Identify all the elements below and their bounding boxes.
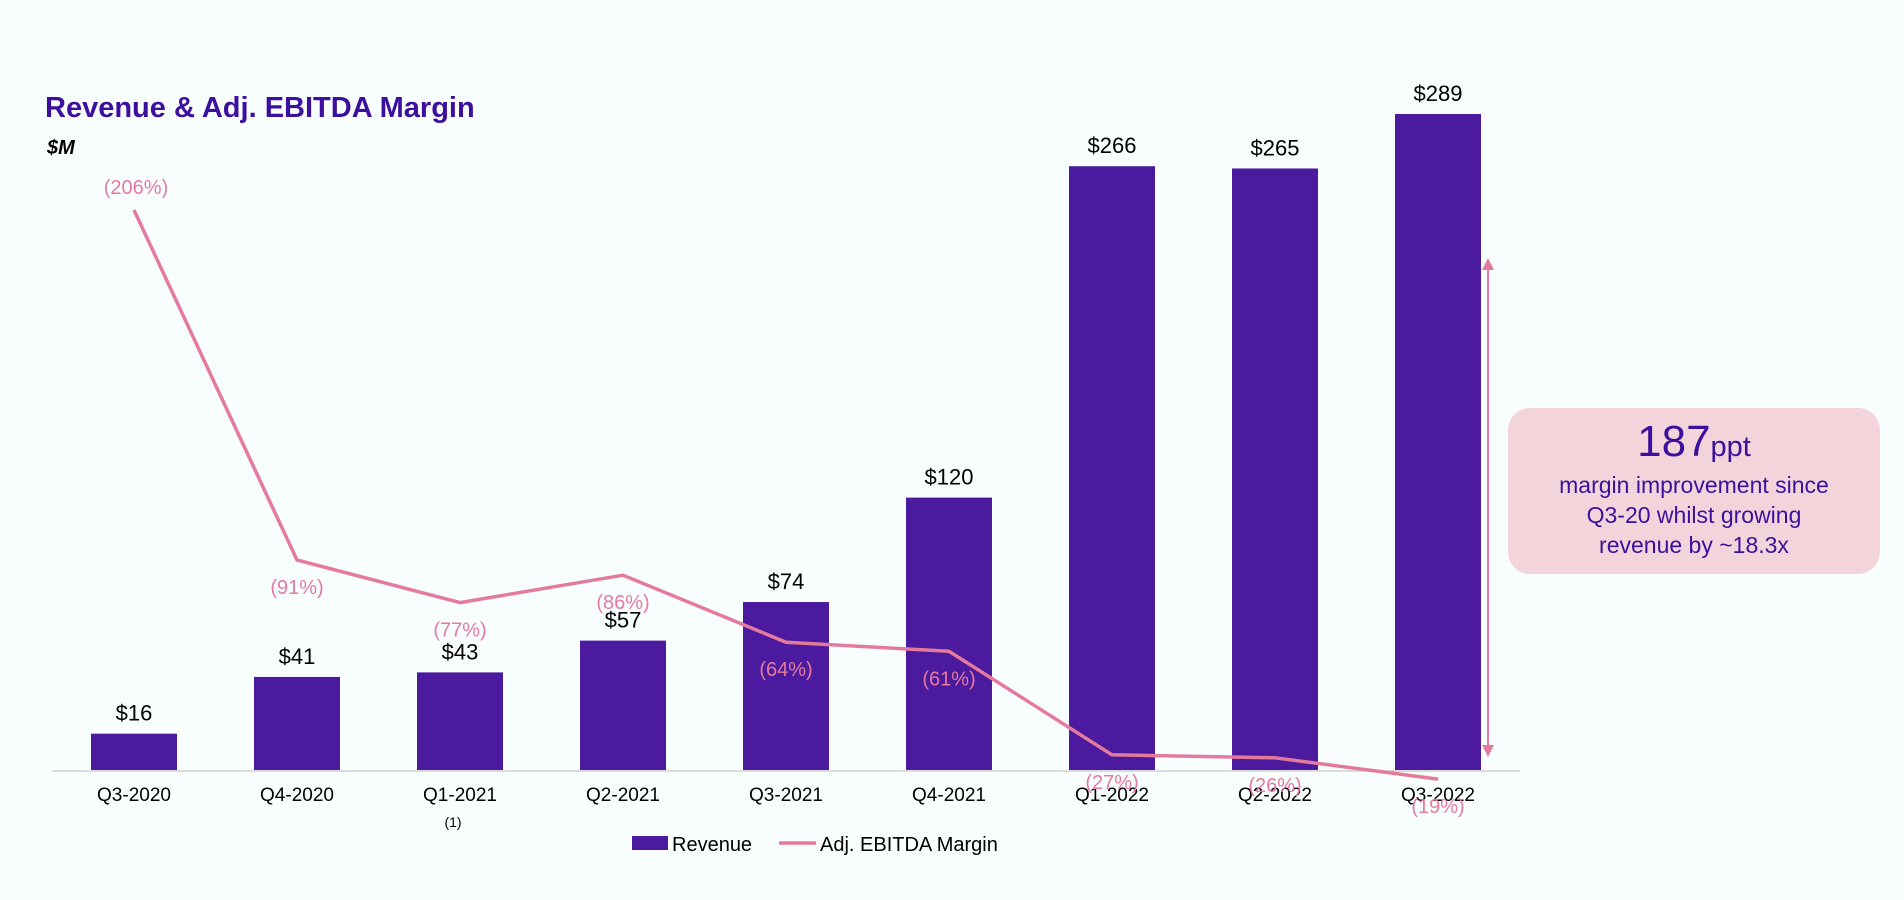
footnote-label: (1) <box>444 814 461 830</box>
revenue-label-q3-2021: $74 <box>768 569 805 594</box>
revenue-bar-q2-2022 <box>1232 168 1318 770</box>
arrow-head-bottom <box>1482 745 1494 757</box>
revenue-label-q4-2021: $120 <box>925 465 974 490</box>
x-tick-labels: Q3-2020 Q4-2020 Q1-2021 Q2-2021 Q3-2021 Q4-20… <box>97 785 1475 806</box>
revenue-bar-q4-2021 <box>906 497 992 770</box>
x-tick-q3-2021: Q3-2021 <box>749 785 823 806</box>
legend-label-revenue: Revenue <box>672 834 752 856</box>
revenue-bar-q1-2022 <box>1069 166 1155 770</box>
x-tick-q4-2020: Q4-2020 <box>260 785 334 806</box>
x-tick-q3-2020: Q3-2020 <box>97 785 171 806</box>
revenue-label-q2-2021: $57 <box>605 608 642 633</box>
revenue-label-q3-2020: $16 <box>116 701 153 726</box>
margin-label-q4-2021: (61%) <box>922 668 975 690</box>
revenue-bar-q3-2021 <box>743 602 829 770</box>
revenue-label-q4-2020: $41 <box>279 644 316 669</box>
revenue-label-q1-2022: $266 <box>1088 133 1137 158</box>
margin-label-q1-2021: (77%) <box>433 620 486 642</box>
improvement-arrow <box>1482 258 1494 757</box>
arrow-head-top <box>1482 258 1494 270</box>
revenue-label-q1-2021: $43 <box>442 639 479 664</box>
margin-label-q1-2022: (27%) <box>1085 772 1138 794</box>
revenue-bar-q3-2020 <box>91 733 177 770</box>
revenue-labels: $16 $41 $43 $57 $74 $120 $266 $265 $289 <box>116 81 1463 726</box>
revenue-bar-q3-2022 <box>1395 114 1481 770</box>
x-tick-q2-2021: Q2-2021 <box>586 785 660 806</box>
footnote-mark: (1) <box>444 814 461 830</box>
x-tick-q1-2022: Q1-2022 <box>1075 785 1149 806</box>
x-tick-q3-2022: Q3-2022 <box>1401 785 1475 806</box>
margin-line <box>132 209 1439 781</box>
callout-value: 187 <box>1637 417 1711 466</box>
revenue-label-q3-2022: $289 <box>1414 81 1463 106</box>
margin-label-q4-2020: (91%) <box>270 577 323 599</box>
margin-label-q2-2021: (86%) <box>596 592 649 614</box>
improvement-callout: 187ppt margin improvement since Q3-20 wh… <box>1508 408 1880 574</box>
callout-suffix: ppt <box>1710 431 1751 463</box>
revenue-bars <box>91 114 1481 770</box>
margin-label-q3-2020: (206%) <box>104 177 168 199</box>
legend-swatch-revenue <box>632 836 668 850</box>
revenue-label-q2-2022: $265 <box>1251 135 1300 160</box>
margin-label-q3-2022: (19%) <box>1411 796 1464 818</box>
x-tick-q2-2022: Q2-2022 <box>1238 785 1312 806</box>
margin-label-q2-2022: (26%) <box>1248 775 1301 797</box>
chart-unit: $M <box>47 137 75 159</box>
revenue-bar-q1-2021 <box>417 672 503 770</box>
revenue-bar-q2-2021 <box>580 640 666 770</box>
margin-label-q3-2021: (64%) <box>759 659 812 681</box>
revenue-bar-q4-2020 <box>254 676 340 770</box>
chart-title: Revenue & Adj. EBITDA Margin <box>45 92 475 124</box>
legend: Revenue Adj. EBITDA Margin <box>632 834 998 856</box>
legend-label-margin: Adj. EBITDA Margin <box>820 834 998 856</box>
callout-text: margin improvement since Q3-20 whilst gr… <box>1559 472 1829 558</box>
margin-labels: (206%) (91%) (77%) (86%) (64%) (61%) (27%) (26%… <box>104 177 1465 818</box>
x-tick-q1-2021: Q1-2021 <box>423 785 497 806</box>
x-tick-q4-2021: Q4-2021 <box>912 785 986 806</box>
